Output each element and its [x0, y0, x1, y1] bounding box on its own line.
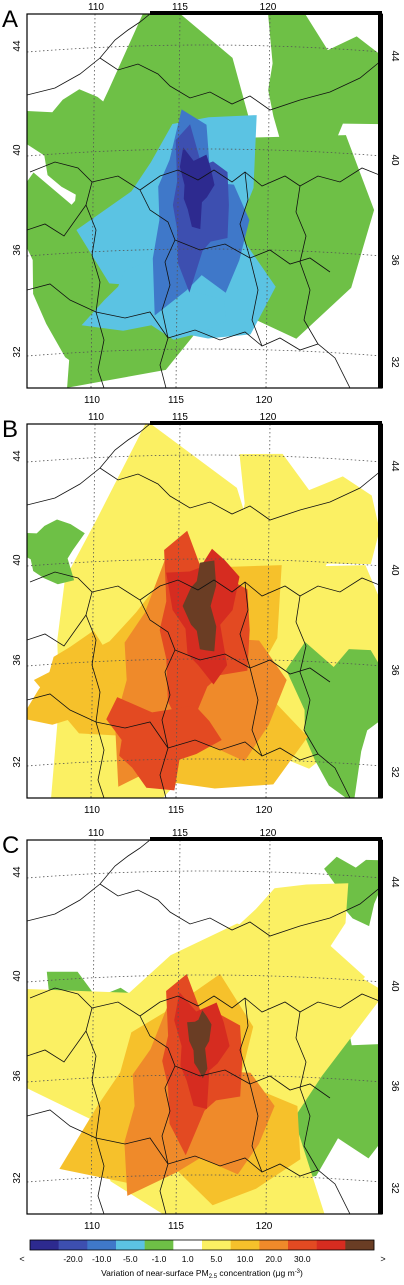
lat-tick-right: 36 — [389, 1080, 400, 1092]
lat-tick-right: 44 — [389, 876, 400, 888]
colorbar-swatch — [288, 1240, 317, 1250]
panel-letter-b: B — [2, 416, 19, 443]
colorbar-swatch — [87, 1240, 117, 1250]
lon-tick-bottom: 115 — [168, 805, 184, 816]
field-contour — [27, 519, 85, 585]
colorbar-swatch — [116, 1240, 145, 1250]
lon-tick-bottom: 110 — [84, 395, 100, 406]
colorbar-swatch — [259, 1240, 289, 1250]
lat-tick-left: 32 — [12, 346, 23, 358]
lat-tick-left: 40 — [12, 554, 23, 566]
lon-tick-top: 115 — [172, 2, 188, 13]
lon-tick-top: 110 — [88, 2, 104, 13]
lat-tick-left: 40 — [12, 970, 23, 982]
panel-c: C 110 115 120 110 115 120 44 40 36 32 44 40 36 32 — [0, 826, 404, 1236]
lon-tick-top: 115 — [172, 412, 188, 423]
colorbar-swatch — [58, 1240, 88, 1250]
lat-tick-right: 36 — [389, 254, 400, 266]
lat-tick-right: 40 — [389, 980, 400, 992]
lat-tick-left: 36 — [12, 654, 23, 666]
colorbar-tick: -10.0 — [92, 1254, 112, 1264]
field-contour — [27, 89, 117, 198]
field-contour — [190, 883, 365, 1006]
lon-tick-bottom: 120 — [256, 395, 273, 406]
colorbar-tick: 20.0 — [265, 1254, 282, 1264]
lat-tick-left: 36 — [12, 244, 23, 256]
lon-tick-bottom: 110 — [84, 1221, 100, 1232]
lon-tick-bottom: 110 — [84, 805, 100, 816]
lat-tick-right: 32 — [389, 356, 400, 368]
graticule — [27, 840, 382, 1214]
colorbar-less-arrow: < — [19, 1254, 24, 1264]
lon-tick-bottom: 120 — [256, 1221, 273, 1232]
lat-tick-right: 40 — [389, 154, 400, 166]
graticule — [27, 424, 382, 798]
lon-tick-bottom: 115 — [168, 1221, 184, 1232]
colorbar-swatch — [30, 1240, 59, 1250]
province-borders — [27, 840, 382, 1214]
colorbar-swatch — [316, 1240, 346, 1250]
province-borders — [27, 14, 382, 388]
panel-letter-a: A — [2, 6, 19, 33]
lon-tick-top: 120 — [260, 2, 277, 13]
lat-tick-right: 32 — [389, 1182, 400, 1194]
field-contour — [268, 14, 382, 187]
field-contour — [286, 642, 382, 798]
panel-b: B 110 115 120 110 115 120 44 40 36 32 44 40 36 32 — [0, 410, 404, 820]
lon-tick-top: 110 — [88, 412, 104, 423]
colorbar-tick: -1.0 — [152, 1254, 167, 1264]
lat-tick-right: 40 — [389, 564, 400, 576]
lon-tick-top: 115 — [172, 828, 188, 839]
lon-tick-bottom: 115 — [168, 395, 184, 406]
lon-tick-top: 120 — [260, 412, 277, 423]
colorbar-tick: -5.0 — [123, 1254, 138, 1264]
lat-tick-left: 36 — [12, 1070, 23, 1082]
colorbar-swatch — [345, 1240, 375, 1250]
colorbar-tick: 5.0 — [210, 1254, 222, 1264]
lat-tick-right: 36 — [389, 664, 400, 676]
field-contour — [182, 560, 217, 652]
field-contour — [187, 1010, 212, 1079]
colorbar-tick: 30.0 — [294, 1254, 311, 1264]
map-panel-b: 110 115 120 110 115 120 44 40 36 32 44 40 36 32 — [12, 412, 400, 816]
concentration-field — [27, 424, 382, 798]
panel-a: A 110 115 120 110 115 120 44 40 36 32 44 40 36 32 — [0, 0, 404, 410]
colorbar-swatch — [173, 1240, 203, 1250]
province-borders — [27, 424, 382, 798]
colorbar-swatch — [230, 1240, 260, 1250]
colorbar-title: Variation of near-surface PM2.5 concentr… — [101, 1268, 303, 1280]
lat-tick-left: 44 — [12, 450, 23, 462]
lat-tick-left: 44 — [12, 40, 23, 52]
lon-tick-top: 120 — [260, 828, 277, 839]
colorbar-tick: -20.0 — [63, 1254, 83, 1264]
lat-tick-left: 32 — [12, 756, 23, 768]
lon-tick-bottom: 120 — [256, 805, 273, 816]
field-contour — [324, 856, 382, 927]
concentration-field — [27, 840, 382, 1214]
colorbar-swatch — [202, 1240, 231, 1250]
map-panel-a: 110 115 120 110 115 120 44 40 36 32 44 40 36 32 — [12, 2, 400, 406]
lon-tick-top: 110 — [88, 828, 104, 839]
concentration-field — [27, 14, 382, 388]
lat-tick-right: 44 — [389, 50, 400, 62]
colorbar-tick: 1.0 — [182, 1254, 194, 1264]
lat-tick-right: 44 — [389, 460, 400, 472]
map-panel-c: 110 115 120 110 115 120 44 40 36 32 44 40 36 32 — [12, 828, 400, 1232]
colorbar-outline — [29, 1239, 375, 1251]
lat-tick-left: 40 — [12, 144, 23, 156]
graticule — [27, 14, 382, 388]
colorbar-swatch — [144, 1240, 174, 1250]
field-contour — [106, 697, 222, 791]
panel-letter-c: C — [2, 832, 20, 859]
field-contour — [27, 630, 130, 735]
lat-tick-right: 32 — [389, 766, 400, 778]
lat-tick-left: 32 — [12, 1172, 23, 1184]
field-contour — [179, 147, 215, 230]
colorbar-legend: -20.0 -10.0 -5.0 -1.0 1.0 5.0 10.0 20.0 30.0 < > Va… — [0, 1238, 404, 1280]
colorbar-more-arrow: > — [380, 1254, 385, 1264]
lat-tick-left: 44 — [12, 866, 23, 878]
colorbar: -20.0 -10.0 -5.0 -1.0 1.0 5.0 10.0 20.0 30.0 < > Va… — [19, 1239, 386, 1280]
colorbar-tick: 10.0 — [237, 1254, 254, 1264]
